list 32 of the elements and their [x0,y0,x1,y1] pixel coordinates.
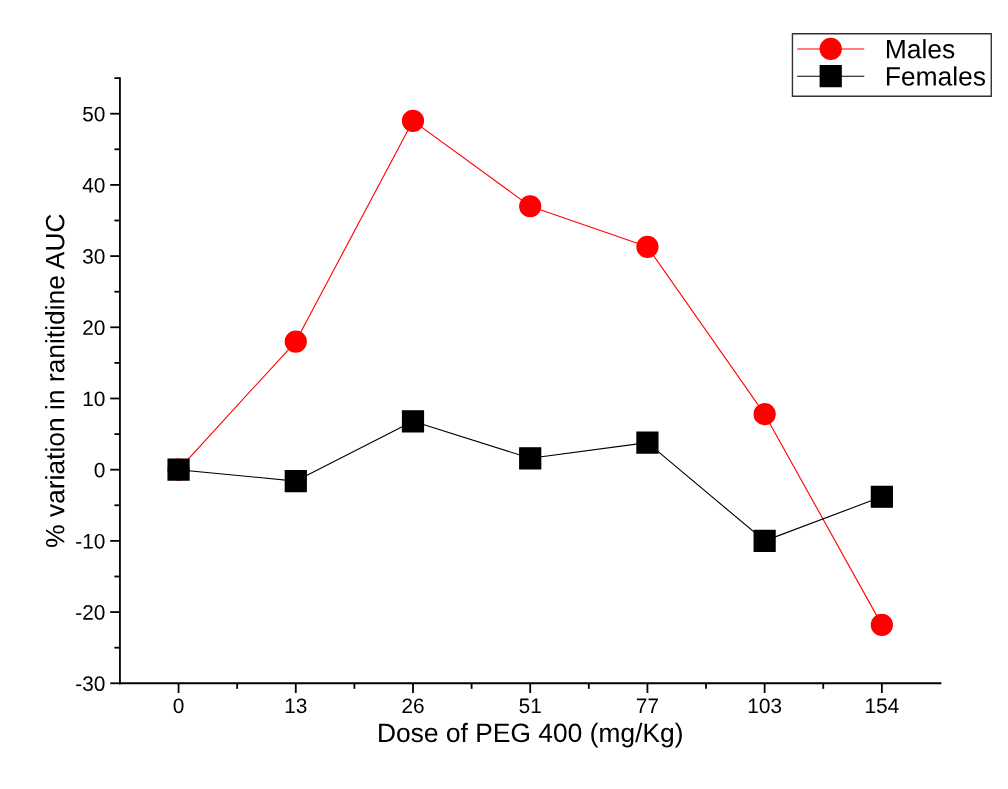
y-axis-title: % variation in ranitidine AUC [45,214,65,547]
y-tick-label: 40 [82,177,105,193]
y-tick-label: 0 [94,462,105,478]
x-tick-label: 154 [866,698,899,714]
x-axis-title: Dose of PEG 400 (mg/Kg) [379,722,682,748]
point [870,485,893,508]
x-tick-label: 26 [402,698,424,714]
point [870,613,893,637]
point [284,469,307,493]
y-tick-label: -20 [76,605,105,620]
y-tick-label: -10 [76,533,105,549]
point [636,235,659,258]
point [519,447,542,470]
point [753,529,776,552]
x-tick-label: 13 [285,698,307,714]
point [284,330,307,353]
x-tick-label: 0 [173,698,184,714]
legend-label: Males [886,39,955,59]
y-tick-label: 10 [83,391,105,407]
point [519,195,542,218]
point [753,403,776,426]
y-tick-label: 20 [83,320,105,336]
x-tick-label: 103 [748,698,782,714]
y-tick-label: -30 [76,676,105,692]
x-tick-label: 51 [519,698,541,714]
y-tick-label: 50 [83,106,105,122]
point [636,431,659,454]
point [401,109,425,132]
legend-label: Females [886,66,986,86]
y-tick-label: 30 [82,249,105,264]
x-tick-label: 77 [636,698,658,713]
point [401,410,425,433]
